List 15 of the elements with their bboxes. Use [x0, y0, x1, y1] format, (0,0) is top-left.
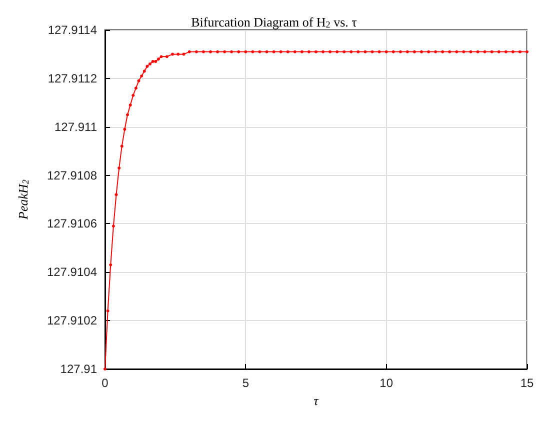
x-axis-title: τ — [314, 392, 320, 408]
x-tick-label: 15 — [520, 376, 534, 390]
y-tick-label: 127.9114 — [48, 23, 98, 37]
y-tick-label: 127.91 — [60, 362, 98, 376]
y-tick-label: 127.9106 — [46, 216, 98, 231]
y-tick-label: 127.911 — [54, 120, 98, 134]
chart-title: Bifurcation Diagram of H2 vs. τ — [191, 14, 357, 30]
y-tick-label: 127.9112 — [48, 71, 98, 86]
x-tick-label: 5 — [242, 376, 250, 390]
y-tick-label: 127.9108 — [46, 168, 98, 182]
y-tick-label: 127.9102 — [46, 314, 98, 328]
y-axis-title: PeakH2 — [15, 179, 30, 220]
y-tick-label: 127.9104 — [46, 265, 98, 280]
x-tick-label: 10 — [380, 376, 394, 390]
x-tick-label: 0 — [102, 376, 109, 390]
